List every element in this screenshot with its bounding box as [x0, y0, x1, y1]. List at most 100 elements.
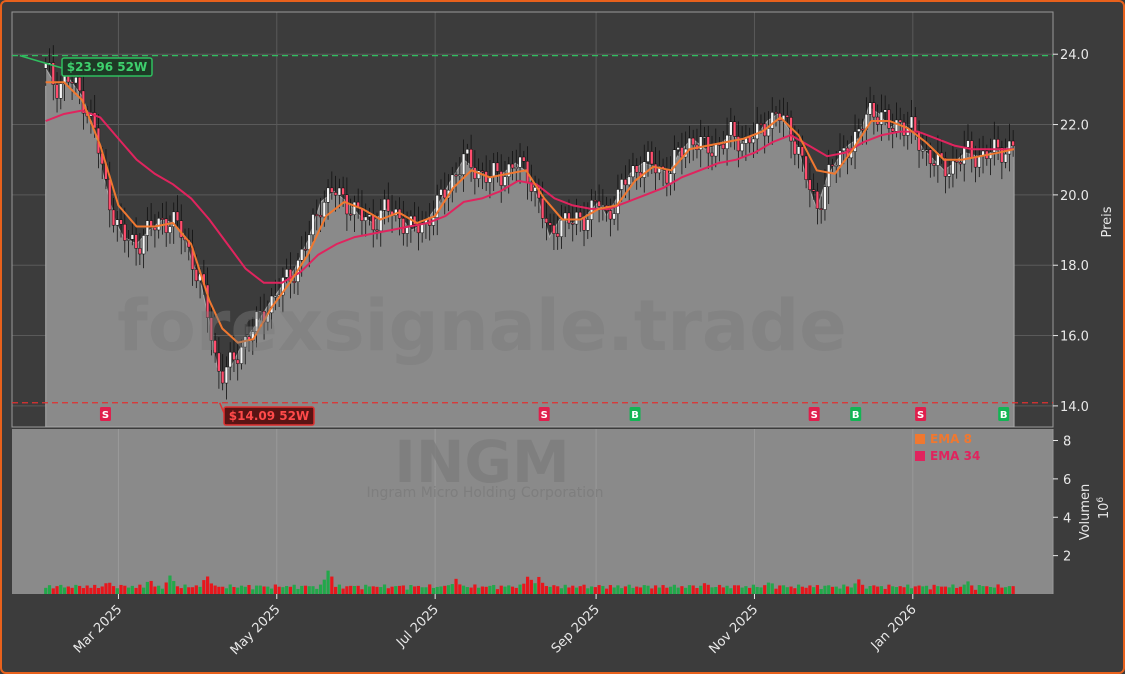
candle-body: [721, 143, 725, 149]
buy-signal-label: B: [631, 410, 639, 421]
candle-body: [461, 153, 466, 175]
volume-bar: [108, 582, 112, 594]
candle-body: [702, 136, 707, 139]
price-tick-label: 14.0: [1060, 400, 1089, 415]
candle-body: [973, 157, 978, 168]
volume-bar: [341, 588, 345, 594]
volume-bar: [62, 587, 67, 594]
candle-body: [465, 149, 469, 155]
candle-body: [868, 102, 872, 115]
candle-body: [559, 219, 564, 237]
candle-body: [499, 171, 503, 186]
candle-body: [311, 214, 315, 236]
volume-bar: [115, 588, 119, 594]
candle-body: [130, 234, 134, 240]
candle-body: [947, 173, 951, 177]
volume-bar: [849, 587, 853, 594]
price-tick-label: 24.0: [1060, 48, 1089, 63]
volume-bar: [755, 587, 759, 594]
volume-bar: [909, 588, 914, 594]
volume-bar: [887, 584, 891, 594]
volume-bar: [288, 586, 293, 594]
candle-body: [597, 200, 601, 207]
candle-body: [70, 81, 74, 84]
volume-bar: [510, 586, 515, 594]
candle-body: [318, 215, 323, 218]
candle-body: [533, 187, 537, 192]
volume-bar: [435, 586, 439, 594]
candle-body: [913, 116, 917, 132]
volume-bar: [307, 586, 311, 594]
volume-bar: [650, 588, 654, 594]
candle-body: [744, 136, 748, 144]
candle-body: [548, 222, 552, 226]
high-52w-label: $23.96 52W: [67, 60, 147, 74]
candle-body: [153, 227, 157, 231]
volume-bar: [571, 585, 575, 594]
volume-bar: [605, 588, 609, 594]
x-tick-label: May 2025: [228, 602, 284, 658]
candle-body: [601, 205, 605, 207]
candle-body: [300, 248, 304, 261]
volume-bar: [676, 587, 680, 594]
volume-bar: [420, 587, 424, 594]
volume-axis-label: Volumen: [1078, 484, 1093, 541]
sell-signal-label: S: [811, 410, 818, 421]
volume-bar: [47, 585, 52, 594]
candle-body: [785, 115, 789, 118]
x-tick-label: Jan 2026: [868, 602, 920, 654]
volume-bar: [382, 584, 387, 594]
volume-bar: [247, 585, 251, 594]
volume-bar: [958, 586, 963, 594]
volume-bar: [695, 588, 699, 594]
volume-bar: [149, 580, 153, 594]
volume-bar: [943, 586, 947, 594]
candle-body: [894, 119, 899, 132]
candle-body: [175, 211, 180, 221]
volume-bar: [936, 586, 940, 594]
candle-body: [119, 219, 123, 225]
volume-bar: [266, 586, 270, 594]
legend-ema34-label: EMA 34: [930, 449, 980, 463]
volume-bar: [996, 584, 1000, 594]
volume-tick-label: 4: [1063, 511, 1071, 526]
volume-bar: [620, 588, 624, 594]
volume-bar: [721, 587, 725, 594]
candle-body: [755, 123, 759, 140]
volume-bar: [126, 587, 131, 594]
volume-bar: [860, 584, 865, 594]
volume-bar: [480, 586, 484, 594]
candle-body: [439, 189, 443, 196]
volume-bar: [424, 587, 428, 594]
volume-bar: [202, 580, 206, 594]
candle-body: [793, 140, 797, 155]
volume-bar: [657, 587, 661, 594]
candle-body: [732, 121, 737, 137]
volume-bar: [89, 587, 93, 594]
volume-bar: [119, 584, 123, 594]
volume-bar: [390, 586, 394, 594]
candle-body: [650, 151, 654, 165]
candle-body: [593, 200, 597, 202]
candle-body: [574, 211, 579, 225]
candle-body: [382, 198, 387, 211]
candle-body: [872, 102, 876, 118]
candle-body: [699, 136, 703, 150]
price-tick-label: 22.0: [1060, 119, 1089, 134]
volume-bar: [525, 576, 530, 594]
volume-bar: [322, 579, 326, 594]
volume-bar: [465, 587, 469, 594]
volume-bar: [130, 585, 134, 594]
volume-bar: [951, 584, 955, 594]
volume-bar: [567, 587, 571, 594]
volume-bar: [928, 589, 932, 594]
candle-body: [492, 162, 496, 178]
price-axis-label: Preis: [1100, 206, 1115, 237]
x-tick-label: Sep 2025: [549, 602, 603, 656]
volume-bar: [352, 586, 357, 594]
volume-bar: [876, 586, 880, 594]
volume-bar: [168, 575, 172, 594]
candle-body: [254, 311, 259, 332]
volume-bar: [985, 586, 989, 594]
